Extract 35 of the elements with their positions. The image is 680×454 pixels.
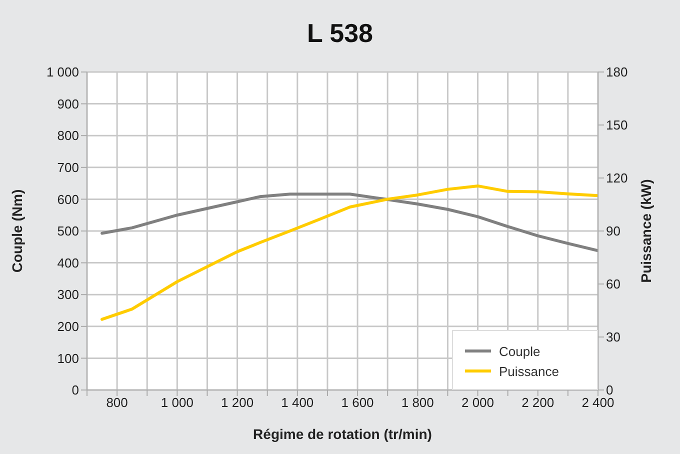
y2-tick-label: 120 — [606, 170, 628, 186]
y2-tick-label: 90 — [606, 224, 620, 239]
x-tick-label: 800 — [106, 395, 128, 410]
x-tick-label: 1 000 — [160, 395, 194, 410]
legend-label: Puissance — [499, 364, 559, 378]
line-series — [100, 184, 598, 321]
y2-tick-label: 0 — [606, 382, 614, 398]
y-tick-label: 600 — [57, 192, 79, 207]
y2-tick-label: 30 — [606, 330, 620, 345]
x-axis-title: Régime de rotation (tr/min) — [253, 426, 432, 442]
chart-title: L 538 — [306, 18, 374, 49]
x-tick-label: 2 400 — [582, 395, 614, 410]
y-tick-label: 100 — [57, 350, 79, 366]
y-axis-title: Couple (Nm) — [8, 189, 25, 273]
x-tick-label: 2 000 — [461, 395, 494, 410]
x-tick-label: 2 200 — [522, 395, 554, 410]
y-tick-label: 0 — [72, 382, 79, 398]
y-tick-label: 700 — [57, 160, 79, 176]
y-tick-label: 500 — [57, 224, 79, 239]
legend-label: Couple — [499, 344, 540, 358]
x-tick-label: 1 400 — [281, 395, 314, 410]
y-tick-label: 800 — [57, 128, 79, 144]
x-tick-label: 1 800 — [401, 395, 434, 410]
y2-tick-label: 180 — [606, 64, 628, 80]
y2-axis-title: Puissance (kW) — [638, 179, 654, 283]
x-tick-label: 1 600 — [341, 395, 374, 410]
y2-tick-label: 150 — [606, 118, 628, 133]
y-tick-label: 900 — [57, 96, 79, 112]
y-tick-label: 1 000 — [46, 64, 79, 80]
x-tick-label: 1 200 — [221, 395, 254, 410]
y-tick-label: 200 — [57, 319, 79, 334]
y-tick-label: 400 — [57, 255, 79, 270]
y2-tick-label: 60 — [606, 276, 620, 292]
y-tick-label: 300 — [57, 287, 79, 302]
line-series — [100, 192, 598, 252]
